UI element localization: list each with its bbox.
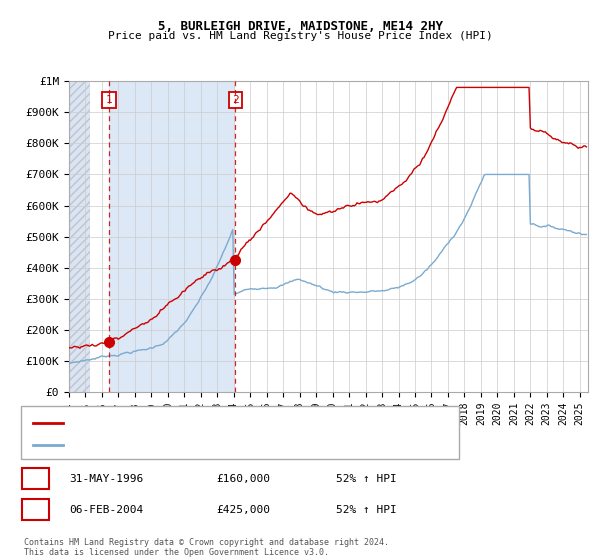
Text: 31-MAY-1996: 31-MAY-1996 [69,474,143,484]
Bar [69,81,91,392]
Text: £425,000: £425,000 [216,505,270,515]
Text: 52% ↑ HPI: 52% ↑ HPI [336,505,397,515]
Text: Price paid vs. HM Land Registry's House Price Index (HPI): Price paid vs. HM Land Registry's House … [107,31,493,41]
Text: HPI: Average price, detached house, Maidstone: HPI: Average price, detached house, Maid… [69,440,334,450]
Text: 5, BURLEIGH DRIVE, MAIDSTONE, ME14 2HY: 5, BURLEIGH DRIVE, MAIDSTONE, ME14 2HY [157,20,443,32]
Text: Contains HM Land Registry data © Crown copyright and database right 2024.
This d: Contains HM Land Registry data © Crown c… [24,538,389,557]
Text: 5, BURLEIGH DRIVE, MAIDSTONE, ME14 2HY (detached house): 5, BURLEIGH DRIVE, MAIDSTONE, ME14 2HY (… [69,418,392,428]
Text: £160,000: £160,000 [216,474,270,484]
Text: 06-FEB-2004: 06-FEB-2004 [69,505,143,515]
Bar [109,81,235,392]
Text: 1: 1 [106,95,112,105]
Text: 2: 2 [232,95,239,105]
Text: 52% ↑ HPI: 52% ↑ HPI [336,474,397,484]
Text: 1: 1 [32,474,39,484]
Text: 2: 2 [32,505,39,515]
